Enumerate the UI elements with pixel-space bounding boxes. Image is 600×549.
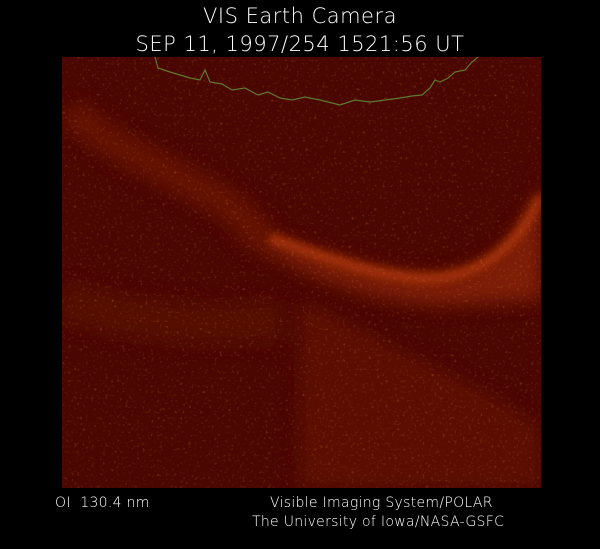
camera-image xyxy=(62,57,541,488)
credit: The University of Iowa/NASA-GSFC xyxy=(252,514,504,530)
instrument: Visible Imaging System/POLAR xyxy=(270,495,493,511)
title: VIS Earth Camera xyxy=(203,4,397,28)
wavelength: OI 130.4 nm xyxy=(55,495,150,511)
image-grain xyxy=(62,57,541,488)
coastline xyxy=(154,57,479,106)
timestamp: SEP 11, 1997/254 1521:56 UT xyxy=(136,32,465,56)
